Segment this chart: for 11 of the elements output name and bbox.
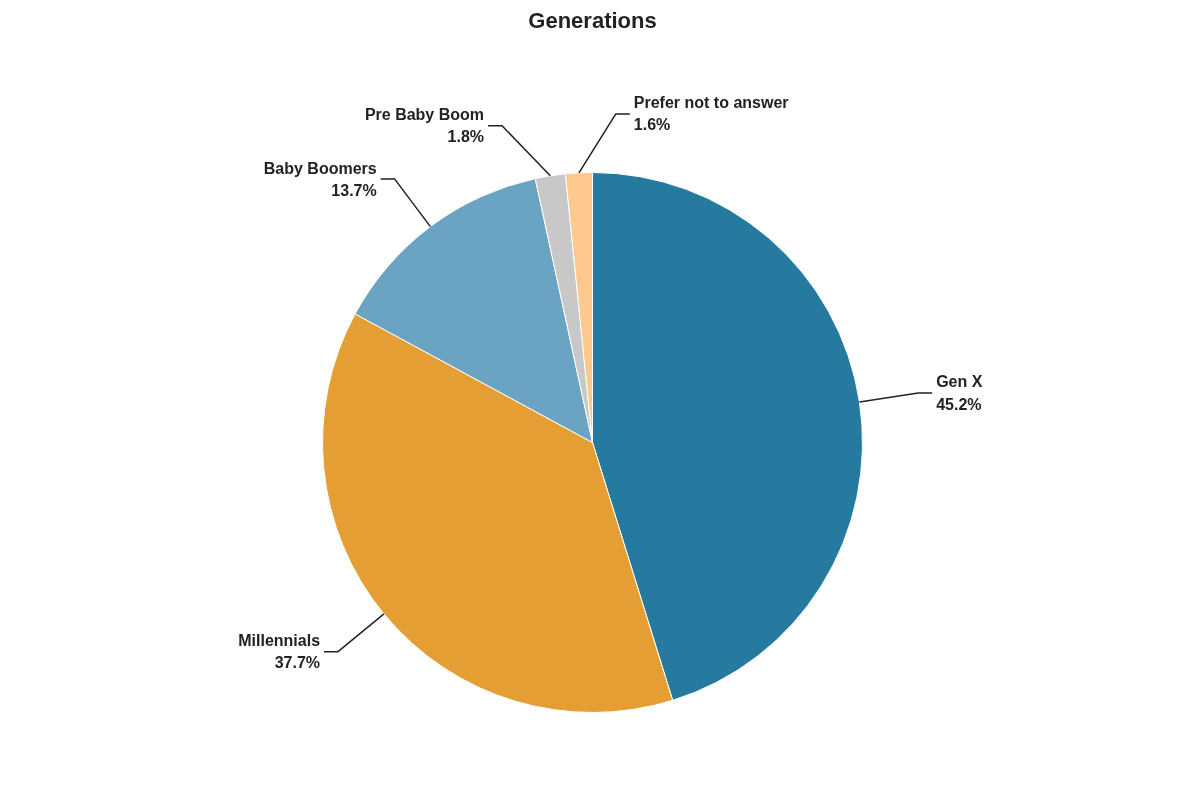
slice-label: Prefer not to answer — [633, 94, 789, 112]
data-label: 45.2% — [936, 395, 982, 413]
data-label: 1.6% — [633, 116, 671, 134]
slice-label: Gen X — [936, 373, 983, 391]
slice-label: Millennials — [238, 632, 321, 650]
slice-label: Pre Baby Boom — [364, 106, 485, 124]
slice-label: Baby Boomers — [263, 159, 377, 177]
data-label: 1.8% — [447, 128, 485, 146]
chart-title: Generations — [528, 7, 657, 33]
data-label: 37.7% — [274, 654, 321, 672]
data-label: 13.7% — [331, 181, 377, 199]
